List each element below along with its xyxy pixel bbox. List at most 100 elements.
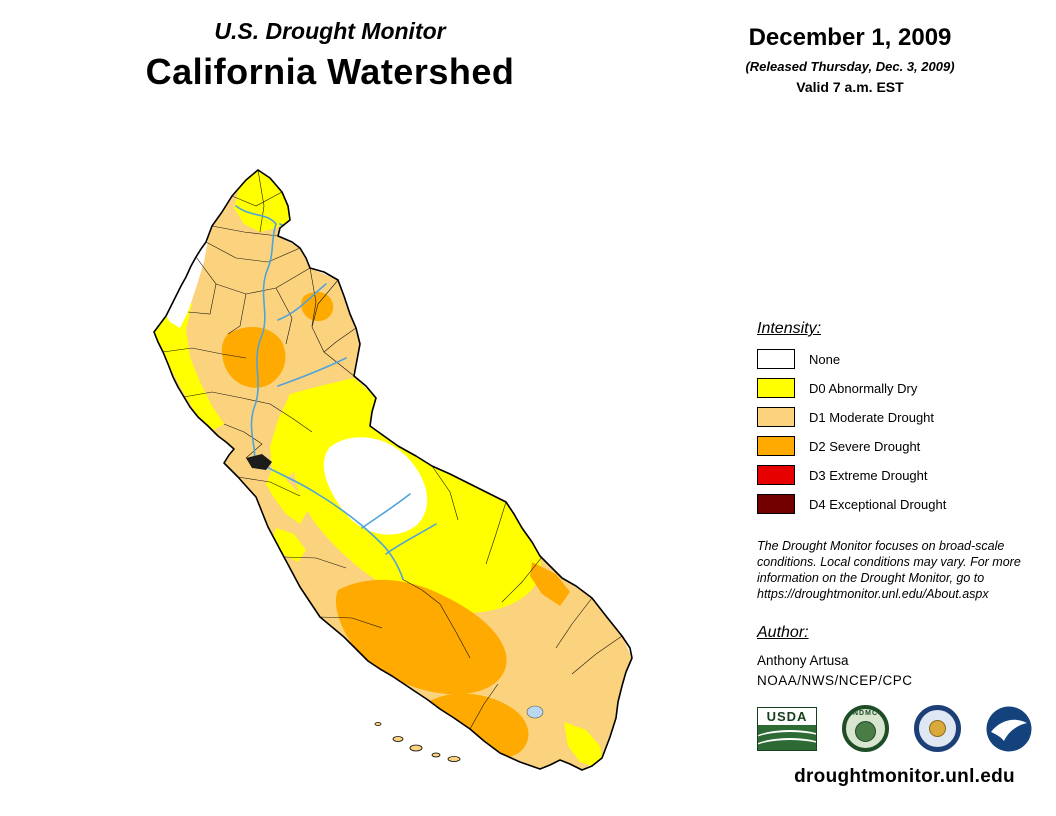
boundary-line	[501, 556, 543, 603]
boundary-line	[187, 256, 217, 315]
map-fill-layers	[154, 170, 632, 770]
legend-label: D3 Extreme Drought	[809, 467, 928, 483]
usda-logo-stripe	[758, 729, 816, 750]
legend-label: None	[809, 351, 841, 367]
d0-region	[564, 722, 602, 766]
noaa-logo	[986, 706, 1032, 752]
legend-label: D1 Moderate Drought	[809, 409, 935, 425]
legend-item: D1 Moderate Drought	[757, 407, 1049, 427]
map-date: December 1, 2009	[748, 24, 952, 51]
island	[374, 722, 382, 726]
boundary-line	[431, 465, 459, 521]
legend-item: None	[757, 349, 1049, 369]
commerce-seal-logo	[914, 705, 961, 752]
legend-label: D2 Severe Drought	[809, 438, 921, 454]
valid-time: Valid 7 a.m. EST	[796, 79, 904, 95]
island	[392, 736, 404, 742]
legend-swatch-d1	[757, 407, 795, 427]
boundary-line	[162, 347, 247, 359]
author-org: NOAA/NWS/NCEP/CPC	[757, 673, 913, 688]
lake	[526, 705, 544, 719]
date-block: December 1, 2009 (Released Thursday, Dec…	[718, 24, 982, 95]
legend-swatch-d2	[757, 436, 795, 456]
ndmc-logo-text: NDMC	[853, 710, 878, 717]
boundary-line	[211, 225, 279, 237]
boundary-line	[439, 603, 471, 659]
d0-region	[266, 470, 308, 524]
rivers	[235, 205, 437, 580]
island	[409, 744, 423, 752]
delta-patch	[246, 454, 272, 470]
boundary-line	[269, 403, 313, 433]
boundary-line	[319, 616, 383, 629]
watershed-boundaries	[162, 170, 623, 730]
d2-region	[221, 327, 286, 388]
legend-item: D4 Exceptional Drought	[757, 494, 1049, 514]
d0-region	[154, 296, 224, 432]
boundary-line	[375, 397, 427, 439]
intensity-legend: Intensity: None D0 Abnormally Dry D1 Mod…	[757, 320, 1049, 523]
boundary-line	[469, 683, 499, 730]
boundary-line	[323, 327, 357, 353]
noaa-seagull-icon	[986, 706, 1032, 751]
d2-region	[530, 562, 570, 606]
boundary-line	[215, 267, 311, 295]
legend-swatch-d0	[757, 378, 795, 398]
none-region	[323, 437, 428, 535]
d2-region	[335, 579, 507, 695]
ndmc-globe-icon	[855, 721, 876, 742]
boundary-line	[401, 578, 441, 605]
boundary-line	[275, 287, 293, 345]
usda-logo-field	[758, 724, 816, 750]
disclaimer-note: The Drought Monitor focuses on broad-sca…	[757, 539, 1021, 601]
island	[447, 756, 461, 762]
footer-url: droughtmonitor.unl.edu	[794, 766, 1015, 787]
river	[385, 523, 437, 555]
boundary-line	[231, 191, 283, 207]
title-block: U.S. Drought Monitor California Watershe…	[105, 18, 555, 93]
d0-region	[272, 528, 306, 562]
river	[277, 357, 347, 387]
island	[431, 752, 441, 758]
author-name: Anthony Artusa	[757, 653, 849, 668]
boundary-line	[283, 556, 347, 569]
legend-label: D0 Abnormally Dry	[809, 380, 918, 396]
river	[361, 493, 411, 529]
boundary-line	[555, 597, 593, 649]
d0-region	[270, 378, 376, 480]
river	[250, 267, 269, 461]
none-region	[164, 240, 208, 328]
agency-logos: USDA NDMC	[757, 705, 1052, 752]
river	[277, 283, 327, 321]
ndmc-logo: NDMC	[842, 705, 889, 752]
legend-item: D3 Extreme Drought	[757, 465, 1049, 485]
legend-swatch-d4	[757, 494, 795, 514]
drought-map	[140, 162, 640, 810]
page-title: California Watershed	[145, 51, 515, 92]
legend-swatch-d3	[757, 465, 795, 485]
legend-heading: Intensity:	[757, 320, 822, 337]
channel-islands	[374, 722, 461, 762]
author-heading: Author:	[757, 624, 809, 641]
boundary-line	[311, 279, 355, 377]
legend-item: D0 Abnormally Dry	[757, 378, 1049, 398]
river	[253, 459, 404, 580]
none-regions	[164, 240, 428, 535]
author-block: Author: Anthony Artusa NOAA/NWS/NCEP/CPC	[757, 624, 1049, 688]
usda-logo: USDA	[757, 706, 817, 751]
legend-item: D2 Severe Drought	[757, 436, 1049, 456]
release-date: (Released Thursday, Dec. 3, 2009)	[745, 59, 955, 74]
map-outline	[153, 169, 633, 771]
boundary-line	[205, 241, 301, 263]
usda-logo-text: USDA	[758, 707, 816, 725]
boundary-line	[237, 476, 301, 497]
legend-label: D4 Exceptional Drought	[809, 496, 947, 512]
commerce-seal-eagle-icon	[929, 720, 946, 737]
boundary-line	[227, 293, 247, 335]
legend-swatch-none	[757, 349, 795, 369]
usda-logo-stripe	[758, 737, 816, 750]
boundary-line	[485, 501, 507, 565]
boundary-line	[571, 635, 623, 675]
california-watershed-map-svg	[153, 169, 633, 771]
